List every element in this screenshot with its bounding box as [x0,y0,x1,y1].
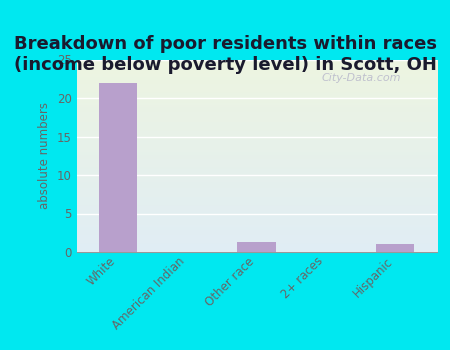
Text: City-Data.com: City-Data.com [321,73,401,83]
Bar [99,83,137,252]
Bar [376,244,414,252]
Bar [238,242,275,252]
Text: Breakdown of poor residents within races
(income below poverty level) in Scott, : Breakdown of poor residents within races… [14,35,436,74]
Y-axis label: absolute numbers: absolute numbers [38,102,51,209]
